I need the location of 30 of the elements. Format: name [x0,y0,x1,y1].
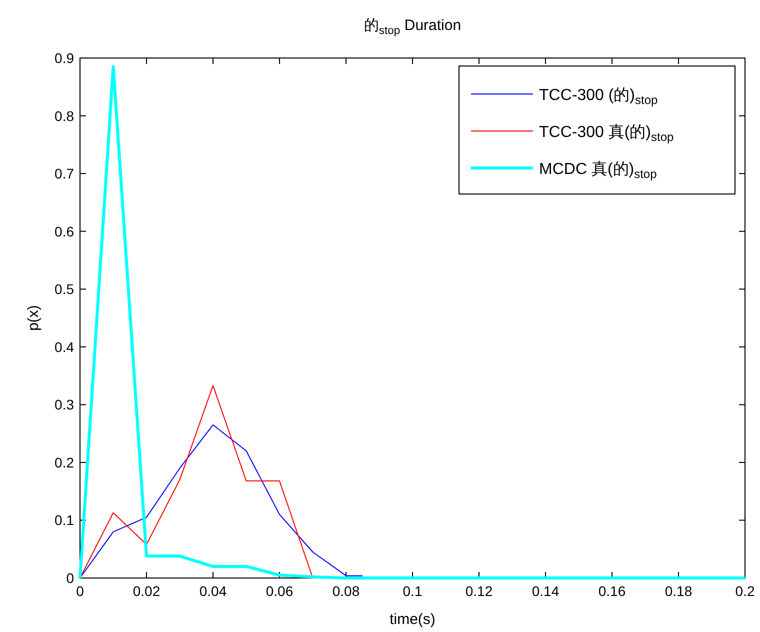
legend-label: TCC-300 真(的)$_{stop}$ [539,123,674,144]
y-tick-label: 0.7 [54,166,74,182]
y-tick-label: 0.3 [54,396,74,413]
x-tick-label: 0.08 [332,583,360,599]
x-tick-label: 0.16 [598,583,626,599]
legend-label: MCDC 真(的)$_{stop}$ [539,160,658,181]
x-tick-label: 0.06 [266,583,294,599]
x-axis-title: time(s) [390,611,436,628]
x-tick-label: 0.04 [199,583,227,599]
line-series [80,385,314,578]
line-series [80,424,364,578]
y-tick-label: 0.5 [54,281,74,298]
x-tick-label: 0.14 [532,583,560,599]
y-axis-title: p(x) [25,305,42,331]
y-tick-label: 0.1 [54,512,74,528]
y-tick-label: 0.2 [54,454,74,470]
y-tick-label: 0.4 [54,338,74,355]
x-tick-label: 0.2 [735,583,755,599]
x-tick-label: 0 [76,583,84,599]
x-tick-label: 0.1 [402,583,422,599]
y-tick-label: 0.8 [54,108,74,124]
x-tick-label: 0.18 [664,583,692,599]
y-tick-label: 0.6 [54,223,74,240]
y-tick-label: 0 [66,570,74,586]
y-tick-label: 0.9 [54,50,74,66]
chart-title: 的$_{stop}$ Duration [364,17,462,37]
x-tick-label: 0.12 [465,583,493,599]
legend-label: TCC-300 (的)$_{stop}$ [539,87,658,107]
line-series [78,65,746,580]
x-tick-label: 0.02 [132,583,160,599]
